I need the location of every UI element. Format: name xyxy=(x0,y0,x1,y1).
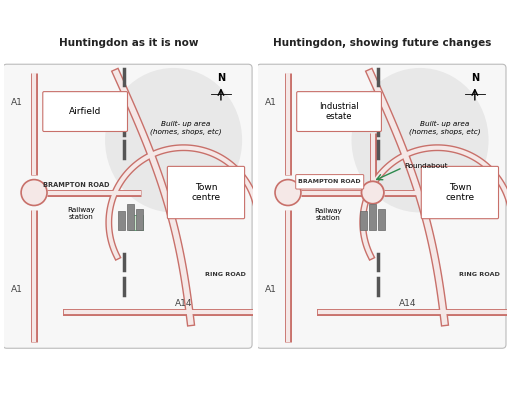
Text: BRAMPTON ROAD: BRAMPTON ROAD xyxy=(298,179,361,184)
Ellipse shape xyxy=(105,68,242,213)
Text: Built- up area
(homes, shops, etc): Built- up area (homes, shops, etc) xyxy=(150,121,222,134)
Text: RING ROAD: RING ROAD xyxy=(205,272,246,277)
Circle shape xyxy=(21,179,47,205)
Text: Town
centre: Town centre xyxy=(191,183,221,202)
FancyBboxPatch shape xyxy=(257,64,506,348)
Text: A1: A1 xyxy=(11,285,23,294)
Title: Huntingdon, showing future changes: Huntingdon, showing future changes xyxy=(273,38,492,48)
Bar xyxy=(136,209,143,230)
Text: Built- up area
(homes, shops, etc): Built- up area (homes, shops, etc) xyxy=(409,121,481,134)
Circle shape xyxy=(361,181,384,204)
Circle shape xyxy=(275,179,301,205)
Text: A1: A1 xyxy=(265,98,276,107)
Bar xyxy=(370,204,376,230)
FancyBboxPatch shape xyxy=(296,175,364,189)
Text: BRAMPTON ROAD: BRAMPTON ROAD xyxy=(43,181,110,188)
Bar xyxy=(360,211,367,230)
Text: Railway
station: Railway station xyxy=(314,209,342,222)
Text: Roundabout: Roundabout xyxy=(404,163,447,169)
Bar xyxy=(118,211,124,230)
Text: RING ROAD: RING ROAD xyxy=(459,272,500,277)
Text: A14: A14 xyxy=(175,299,193,308)
Ellipse shape xyxy=(352,68,488,213)
FancyBboxPatch shape xyxy=(3,64,252,348)
FancyBboxPatch shape xyxy=(167,166,245,219)
Text: A1: A1 xyxy=(265,285,276,294)
Text: Industrial
estate: Industrial estate xyxy=(319,102,359,121)
Text: A14: A14 xyxy=(399,299,416,308)
FancyBboxPatch shape xyxy=(296,92,381,132)
Text: N: N xyxy=(471,73,479,83)
Text: N: N xyxy=(217,73,225,83)
Title: Huntingdon as it is now: Huntingdon as it is now xyxy=(59,38,199,48)
Text: Railway
station: Railway station xyxy=(68,207,95,220)
FancyBboxPatch shape xyxy=(421,166,499,219)
Text: A1: A1 xyxy=(11,98,23,107)
FancyBboxPatch shape xyxy=(43,92,127,132)
Bar xyxy=(378,209,386,230)
Text: Town
centre: Town centre xyxy=(445,183,475,202)
Bar xyxy=(129,215,143,230)
Text: Airfield: Airfield xyxy=(69,107,101,116)
Bar xyxy=(127,204,134,230)
